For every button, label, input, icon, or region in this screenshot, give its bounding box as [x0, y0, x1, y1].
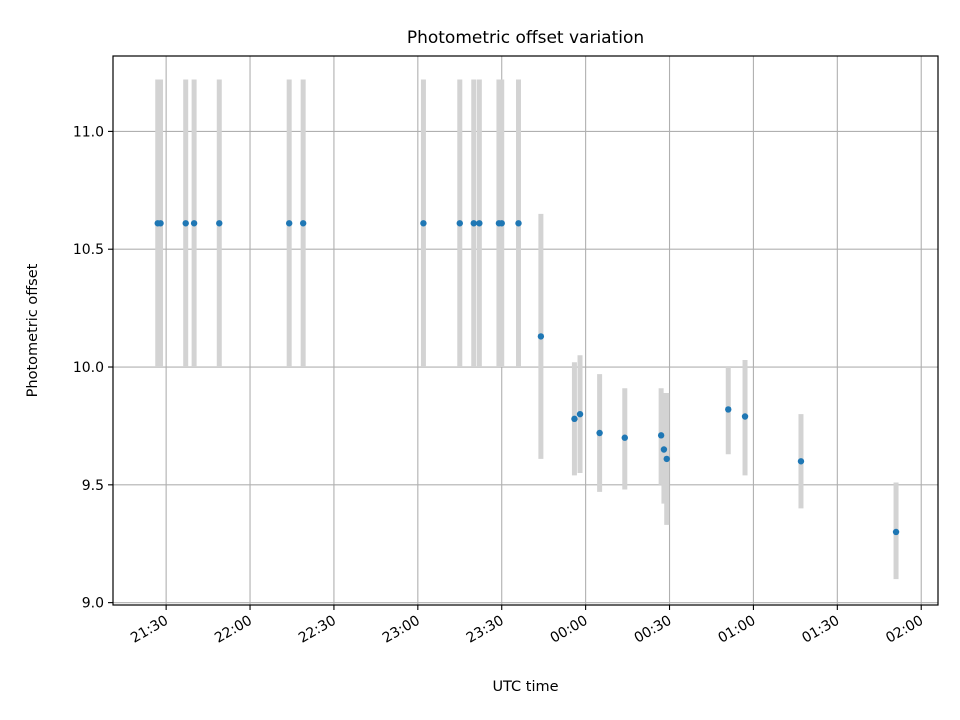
- y-axis-title: Photometric offset: [25, 263, 41, 397]
- data-point: [456, 220, 463, 227]
- data-point: [216, 220, 223, 227]
- data-point: [892, 528, 900, 536]
- axes-frame: [112, 55, 939, 606]
- y-tick-label: 9.0: [82, 596, 104, 612]
- data-point: [498, 220, 505, 227]
- data-point: [660, 446, 668, 453]
- data-point: [621, 434, 628, 441]
- data-point: [515, 220, 522, 227]
- data-point: [285, 220, 293, 227]
- data-point: [596, 429, 603, 437]
- x-axis-title: UTC time: [492, 679, 558, 695]
- data-point: [420, 220, 427, 227]
- chart-title: Photometric offset variation: [407, 28, 644, 48]
- grid-layer: [113, 56, 938, 605]
- data-point: [663, 455, 670, 463]
- data-point: [571, 415, 578, 423]
- data-point: [299, 220, 307, 227]
- data-point: [476, 220, 483, 227]
- point-layer: [154, 220, 900, 536]
- y-tick-label: 10.5: [73, 242, 104, 258]
- data-point: [157, 220, 164, 227]
- data-point: [470, 220, 477, 227]
- y-tick-label: 9.5: [82, 478, 104, 494]
- data-point: [182, 220, 189, 227]
- y-tick-label: 10.0: [73, 360, 104, 376]
- data-point: [537, 333, 545, 340]
- data-point: [576, 410, 584, 418]
- data-point: [725, 406, 732, 413]
- data-point: [190, 220, 198, 227]
- data-point: [657, 432, 665, 439]
- data-point: [741, 413, 749, 420]
- data-point: [797, 458, 805, 465]
- y-tick-label: 11.0: [73, 124, 104, 140]
